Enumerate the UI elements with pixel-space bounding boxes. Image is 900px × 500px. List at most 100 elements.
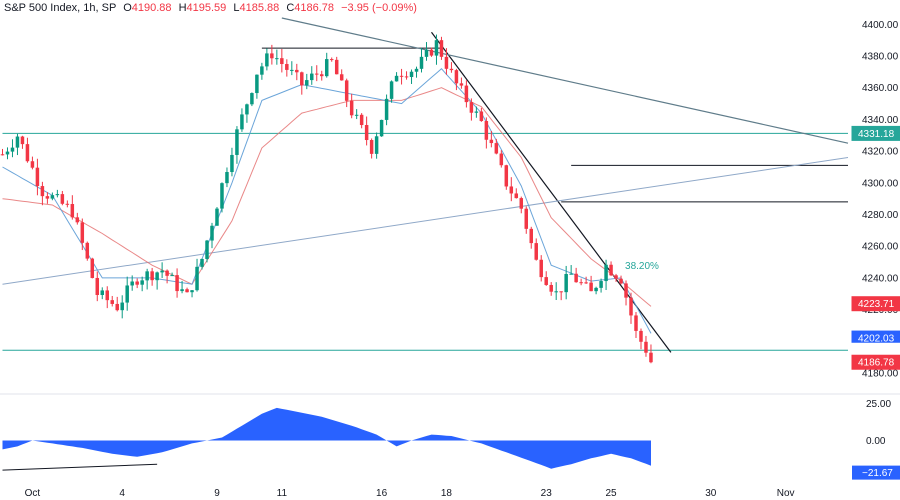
slow-moving-average-line: [2, 87, 652, 307]
candle-body: [549, 284, 553, 292]
oscillator-tick-label: 25.00: [866, 399, 891, 410]
candle-body: [140, 280, 144, 285]
candle-body: [130, 281, 134, 286]
price-tick-label: 4180.00: [862, 368, 899, 379]
candle-body: [135, 281, 139, 285]
price-tick-label: 4360.00: [862, 83, 899, 94]
trend-line: [281, 17, 849, 144]
candle-body: [639, 330, 643, 342]
candle-body: [235, 129, 239, 155]
candle-body: [594, 287, 598, 292]
candle-body: [334, 59, 339, 75]
candle-body: [394, 75, 399, 82]
candle-body: [240, 114, 244, 130]
price-badge: [851, 125, 900, 141]
candle-body: [65, 203, 70, 205]
candle-body: [90, 258, 95, 278]
candle-body: [339, 74, 344, 81]
candle-body: [155, 272, 159, 281]
time-tick-label: 25: [605, 488, 617, 499]
candle-body: [319, 74, 324, 77]
candle-body: [479, 111, 484, 122]
candle-body: [469, 102, 474, 113]
oscillator-value-label: −21.67: [862, 468, 893, 479]
candle-body: [185, 289, 189, 293]
candle-body: [599, 281, 603, 288]
candle-body: [145, 271, 149, 281]
candle-body: [529, 228, 533, 244]
trend-line: [2, 156, 849, 285]
candle-body: [584, 282, 588, 284]
candle-body: [384, 98, 389, 120]
candle-body: [644, 341, 648, 353]
moving-averages: [2, 67, 652, 334]
candle-body: [429, 49, 434, 56]
candle-body: [389, 81, 394, 99]
candle-body: [230, 154, 234, 173]
time-tick-label: 18: [441, 488, 453, 499]
low-value: 4185.88: [239, 2, 280, 14]
candle-body: [444, 56, 449, 69]
candle-body: [270, 53, 274, 59]
candle-body: [489, 139, 494, 144]
candle-body: [210, 225, 214, 241]
time-tick-label: Oct: [25, 488, 41, 499]
candle-body: [574, 273, 578, 283]
candle-body: [369, 140, 374, 154]
candle-body: [619, 278, 623, 284]
chart-header: S&P 500 Index, 1h, SP O4190.88 H4195.59 …: [4, 2, 417, 14]
candle-body: [35, 167, 40, 187]
price-badge-label: 4331.18: [858, 129, 895, 140]
candle-body: [160, 270, 164, 273]
candle-body: [604, 264, 608, 282]
candle-body: [205, 240, 209, 259]
candle-body: [125, 285, 129, 303]
price-badge-label: 4223.71: [858, 299, 895, 310]
candle-body: [15, 136, 20, 148]
candle-body: [310, 73, 314, 81]
price-badge-label: 4194.34: [858, 346, 895, 357]
price-tick-label: 4260.00: [862, 242, 899, 253]
candle-body: [190, 290, 194, 293]
candle-body: [569, 273, 573, 275]
candle-body: [10, 147, 15, 152]
candle-body: [80, 222, 85, 243]
price-axis: 4180.004200.004220.004240.004260.004280.…: [851, 20, 900, 480]
candle-body: [514, 193, 519, 199]
candle-body: [60, 194, 65, 204]
candle-body: [499, 153, 504, 166]
candle-body: [519, 198, 524, 209]
time-tick-label: 4: [119, 488, 125, 499]
candle-body: [379, 119, 384, 137]
candle-body: [100, 290, 105, 295]
price-badge: [851, 354, 900, 370]
candle-body: [115, 303, 119, 311]
candle-body: [404, 76, 409, 78]
candle-body: [459, 83, 464, 86]
time-tick-label: 9: [214, 488, 220, 499]
candle-body: [434, 40, 439, 56]
change-value: −3.95 (−0.09%): [341, 2, 417, 14]
candle-body: [579, 282, 583, 284]
open-label: O: [123, 2, 132, 14]
open-value: 4190.88: [131, 2, 172, 14]
candle-body: [349, 100, 354, 116]
candle-body: [265, 53, 269, 67]
candle-body: [300, 72, 304, 86]
candle-body: [95, 277, 100, 295]
candle-body: [524, 208, 529, 229]
price-tick-label: 4380.00: [862, 52, 899, 63]
fib-level-label: 38.20%: [625, 261, 659, 272]
price-tick-label: 4300.00: [862, 178, 899, 189]
candle-body: [374, 136, 379, 154]
candle-body: [364, 125, 369, 141]
candle-body: [464, 85, 469, 103]
time-tick-label: Nov: [777, 488, 795, 499]
candle-body: [474, 111, 479, 113]
candle-body: [40, 186, 45, 197]
candle-body: [75, 217, 80, 223]
candle-body: [55, 194, 60, 196]
candle-body: [329, 59, 334, 61]
candle-body: [609, 264, 613, 276]
